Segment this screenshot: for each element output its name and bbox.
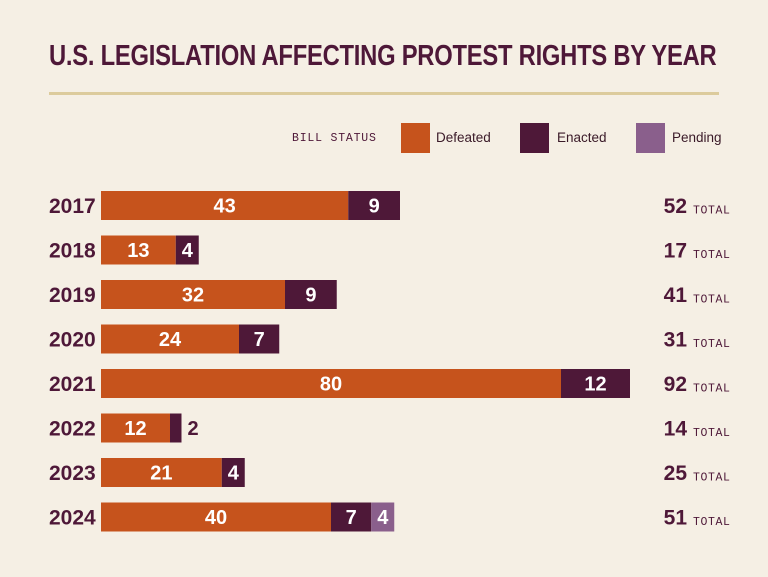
total-value-2024: 51 xyxy=(664,507,688,530)
bar-pending-2024 xyxy=(371,502,395,532)
legend-label-pending: Pending xyxy=(672,130,722,145)
data-label-enacted-2017: 9 xyxy=(369,196,380,218)
data-label-enacted-2024: 7 xyxy=(346,507,357,529)
year-label-2021: 2021 xyxy=(49,373,96,396)
data-label-enacted-2023: 4 xyxy=(228,463,240,485)
bar-enacted-2019 xyxy=(285,280,337,309)
year-label-2020: 2020 xyxy=(49,329,96,352)
bar-enacted-2018 xyxy=(175,235,199,265)
year-label-2023: 2023 xyxy=(49,462,96,485)
title-divider xyxy=(49,92,719,95)
bar-enacted-2021 xyxy=(561,369,630,398)
data-label-defeated-2024: 40 xyxy=(205,507,227,529)
bar-enacted-2024 xyxy=(331,502,372,532)
total-word-2017: TOTAL xyxy=(693,205,731,218)
data-label-enacted-2018: 4 xyxy=(182,240,194,262)
data-label-defeated-2021: 80 xyxy=(320,374,342,396)
total-word-2024: TOTAL xyxy=(693,516,731,529)
total-word-2020: TOTAL xyxy=(693,338,731,351)
data-label-enacted-2019: 9 xyxy=(305,285,316,307)
year-label-2017: 2017 xyxy=(49,195,96,218)
bar-enacted-2017 xyxy=(348,191,400,220)
data-label-defeated-2017: 43 xyxy=(214,196,236,218)
total-value-2021: 92 xyxy=(664,373,687,396)
bar-defeated-2018 xyxy=(101,235,176,265)
year-label-2024: 2024 xyxy=(49,507,96,530)
data-label-pending-2024: 4 xyxy=(377,507,389,529)
total-value-2020: 31 xyxy=(664,329,688,352)
data-label-defeated-2020: 24 xyxy=(159,329,182,351)
bar-enacted-2022 xyxy=(170,413,182,443)
bar-defeated-2023 xyxy=(101,458,222,487)
total-word-2023: TOTAL xyxy=(693,472,731,485)
bar-defeated-2021 xyxy=(101,369,561,398)
bar-defeated-2019 xyxy=(101,280,285,309)
legend-title: BILL STATUS xyxy=(292,132,377,145)
bar-defeated-2017 xyxy=(101,191,349,220)
total-value-2018: 17 xyxy=(664,240,687,263)
total-value-2022: 14 xyxy=(664,418,688,441)
data-label-defeated-2022: 12 xyxy=(124,418,146,440)
data-label-defeated-2019: 32 xyxy=(182,285,204,307)
bar-defeated-2020 xyxy=(101,324,239,354)
data-label-enacted-2020: 7 xyxy=(254,329,265,351)
data-label-enacted-2022: 2 xyxy=(188,418,199,440)
total-word-2019: TOTAL xyxy=(693,294,731,307)
bar-enacted-2020 xyxy=(239,324,280,354)
bar-defeated-2022 xyxy=(101,413,170,443)
year-label-2018: 2018 xyxy=(49,240,96,263)
chart-title: U.S. LEGISLATION AFFECTING PROTEST RIGHT… xyxy=(49,40,717,72)
year-label-2019: 2019 xyxy=(49,284,96,307)
total-word-2022: TOTAL xyxy=(693,427,731,440)
bar-defeated-2024 xyxy=(101,502,331,532)
data-label-defeated-2018: 13 xyxy=(127,240,149,262)
legend-label-enacted: Enacted xyxy=(557,130,607,145)
year-label-2022: 2022 xyxy=(49,418,96,441)
bar-enacted-2023 xyxy=(221,458,245,487)
total-word-2021: TOTAL xyxy=(693,383,731,396)
data-label-defeated-2023: 21 xyxy=(150,463,172,485)
total-word-2018: TOTAL xyxy=(693,249,731,262)
total-value-2019: 41 xyxy=(664,284,688,307)
legend-label-defeated: Defeated xyxy=(436,130,491,145)
total-value-2023: 25 xyxy=(664,462,688,485)
total-value-2017: 52 xyxy=(664,195,687,218)
data-label-enacted-2021: 12 xyxy=(584,374,606,396)
legend-swatch-pending xyxy=(636,123,665,153)
legend-swatch-enacted xyxy=(520,123,549,153)
legend-swatch-defeated xyxy=(401,123,430,153)
